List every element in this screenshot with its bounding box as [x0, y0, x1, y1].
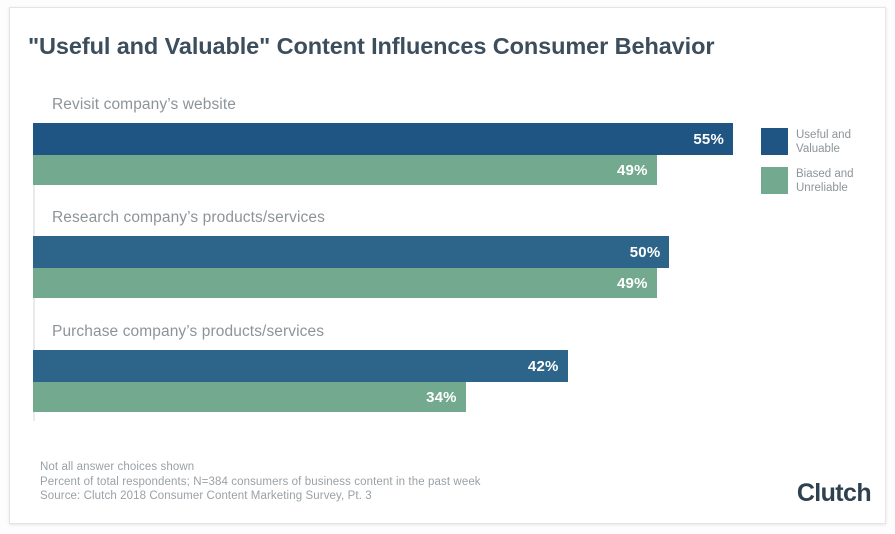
legend-item-useful-valuable[interactable]: Useful and Valuable — [761, 128, 881, 156]
bar-fill: 49% — [33, 155, 657, 185]
bar-useful-valuable[interactable]: 50% — [33, 236, 670, 268]
clutch-logo: Clutch — [796, 479, 872, 507]
bar-value-label: 49% — [617, 161, 648, 179]
page-title: "Useful and Valuable" Content Influences… — [28, 33, 715, 59]
legend-swatch-icon — [761, 167, 788, 194]
footnote-line-3: Source: Clutch 2018 Consumer Content Mar… — [40, 490, 372, 502]
legend-label-line2: Valuable — [796, 142, 840, 155]
bar-value-label: 34% — [426, 388, 457, 406]
legend-label-line2: Unreliable — [796, 181, 848, 194]
bar-fill: 42% — [33, 350, 568, 382]
bar-fill: 55% — [33, 123, 733, 155]
bar-biased-unreliable[interactable]: 34% — [33, 382, 466, 412]
chart-footnotes: Not all answer choices shown Percent of … — [40, 460, 481, 504]
bar-fill: 50% — [33, 236, 670, 268]
legend-item-biased-unreliable[interactable]: Biased and Unreliable — [761, 167, 881, 195]
bar-value-label: 50% — [629, 243, 661, 261]
category-label: Purchase company’s products/services — [52, 323, 325, 340]
bar-value-label: 42% — [527, 357, 559, 375]
bar-biased-unreliable[interactable]: 49% — [33, 155, 657, 185]
legend-label: Biased and Unreliable — [796, 167, 854, 195]
legend-label-line1: Biased and — [796, 168, 854, 180]
bar-useful-valuable[interactable]: 55% — [33, 123, 733, 155]
bar-value-label: 49% — [617, 274, 648, 292]
bar-biased-unreliable[interactable]: 49% — [33, 268, 657, 298]
legend-label-line1: Useful and — [796, 129, 851, 141]
plot-area: Revisit company’s website 55% 49% Resear… — [24, 96, 739, 421]
bar-useful-valuable[interactable]: 42% — [33, 350, 568, 382]
category-label: Research company’s products/services — [52, 209, 325, 226]
chart-legend: Useful and Valuable Biased and Unreliabl… — [761, 128, 881, 206]
bar-value-label: 55% — [693, 130, 724, 148]
footnote-line-2: Percent of total respondents; N=384 cons… — [40, 475, 481, 488]
legend-label: Useful and Valuable — [796, 128, 851, 156]
bar-fill: 34% — [33, 382, 466, 412]
legend-swatch-icon — [761, 128, 788, 155]
footnote-line-1: Not all answer choices shown — [40, 461, 195, 473]
bar-fill: 49% — [33, 268, 657, 298]
category-label: Revisit company’s website — [52, 96, 236, 113]
